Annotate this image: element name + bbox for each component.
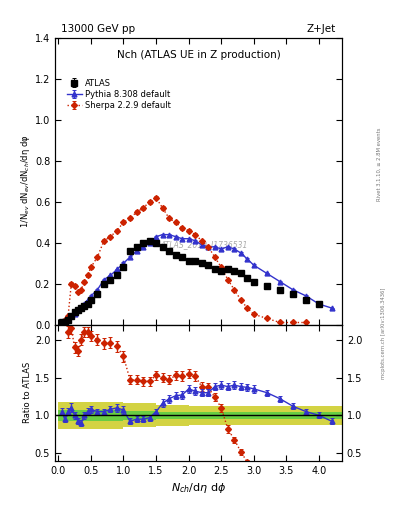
Text: ATLAS_2019_I1736531: ATLAS_2019_I1736531 — [160, 240, 248, 249]
X-axis label: $N_{ch}$/d$\eta$ d$\phi$: $N_{ch}$/d$\eta$ d$\phi$ — [171, 481, 226, 495]
Text: 13000 GeV pp: 13000 GeV pp — [61, 24, 135, 34]
Text: mcplots.cern.ch [arXiv:1306.3436]: mcplots.cern.ch [arXiv:1306.3436] — [381, 287, 386, 378]
Text: Z+Jet: Z+Jet — [307, 24, 336, 34]
Text: Nch (ATLAS UE in Z production): Nch (ATLAS UE in Z production) — [117, 50, 280, 60]
Y-axis label: Ratio to ATLAS: Ratio to ATLAS — [23, 362, 32, 423]
Y-axis label: 1/N$_{ev}$ dN$_{ev}$/dN$_{ch}$/dη dφ: 1/N$_{ev}$ dN$_{ev}$/dN$_{ch}$/dη dφ — [19, 135, 32, 228]
Text: Rivet 3.1.10, ≥ 2.8M events: Rivet 3.1.10, ≥ 2.8M events — [377, 127, 382, 201]
Legend: ATLAS, Pythia 8.308 default, Sherpa 2.2.9 default: ATLAS, Pythia 8.308 default, Sherpa 2.2.… — [65, 77, 173, 112]
